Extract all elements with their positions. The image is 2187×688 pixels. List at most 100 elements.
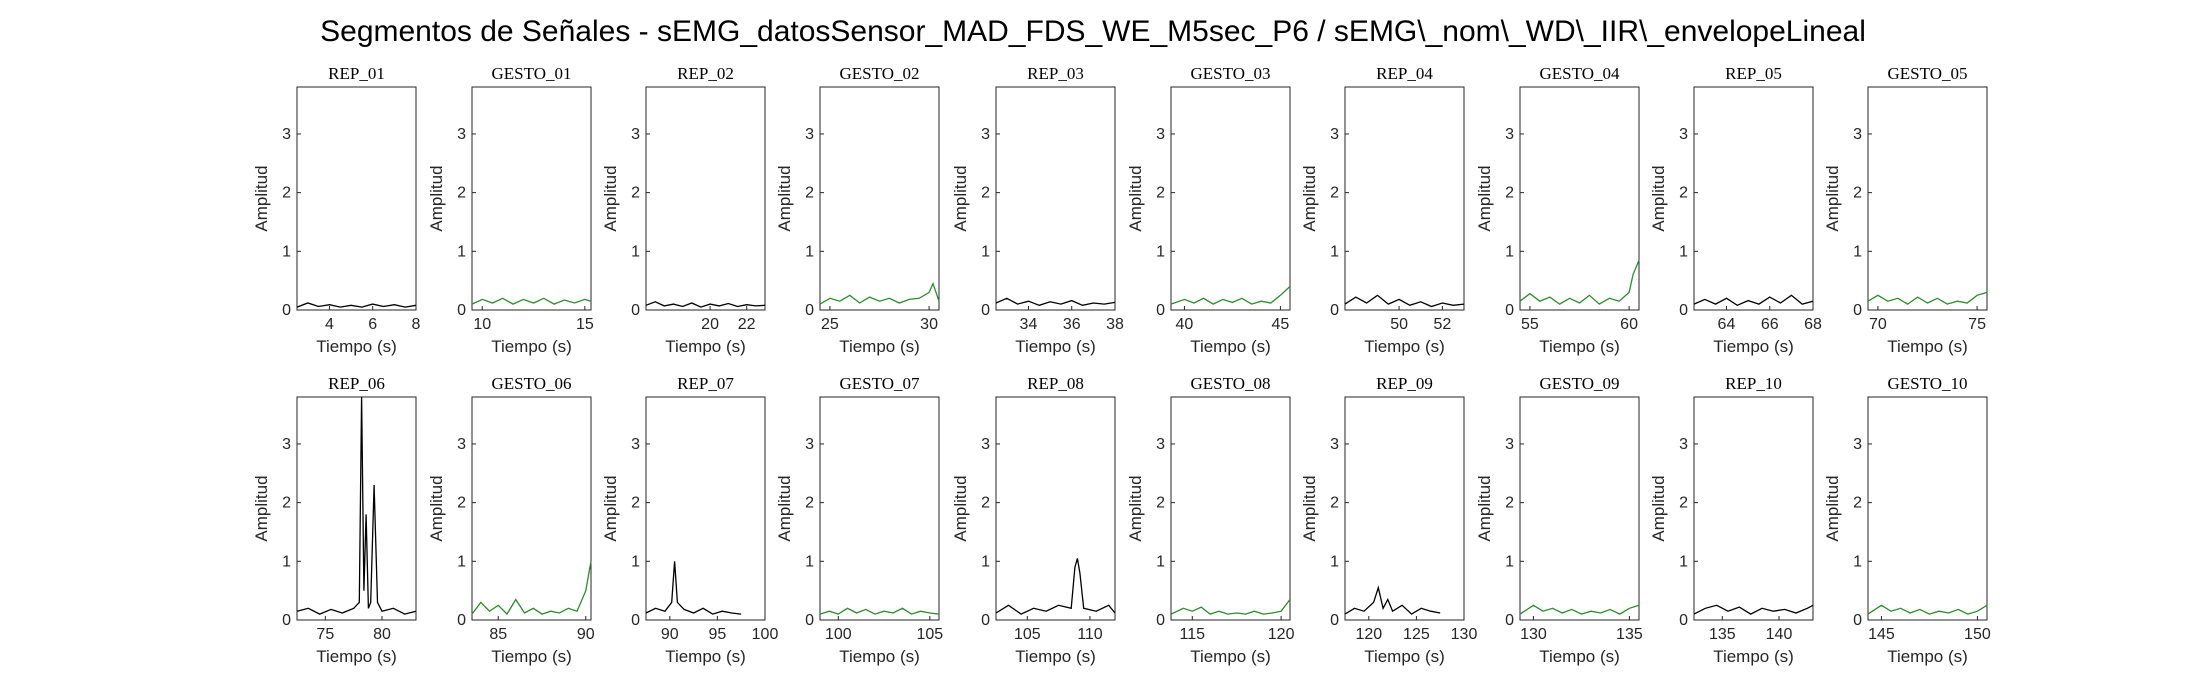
panel-title: GESTO_06	[492, 374, 572, 393]
series-line	[1170, 286, 1291, 305]
x-tick-label: 10	[473, 316, 491, 333]
x-tick-label: 145	[1868, 626, 1895, 643]
y-tick-label: 1	[282, 243, 291, 260]
y-tick-label: 1	[1505, 243, 1514, 260]
series-line	[471, 561, 592, 616]
y-axis-label: Amplitud	[427, 165, 446, 231]
panel-title: GESTO_04	[1540, 64, 1620, 83]
y-tick-label: 1	[1679, 553, 1688, 570]
y-tick-label: 1	[631, 243, 640, 260]
y-tick-label: 3	[805, 126, 814, 143]
y-tick-label: 3	[1679, 436, 1688, 453]
x-tick-label: 135	[1709, 626, 1736, 643]
x-tick-label: 36	[1063, 316, 1081, 333]
plot-area	[819, 86, 940, 311]
x-axis-label: Tiempo (s)	[1015, 647, 1096, 666]
panel-title: REP_03	[1027, 64, 1084, 83]
x-tick-label: 120	[1355, 626, 1382, 643]
y-axis-label: Amplitud	[1126, 165, 1145, 231]
x-tick-label: 8	[412, 316, 421, 333]
series-line	[1519, 604, 1640, 615]
plot-area	[296, 396, 417, 621]
x-tick-label: 115	[1180, 626, 1206, 643]
y-tick-label: 3	[1853, 436, 1862, 453]
x-tick-label: 90	[577, 626, 595, 643]
y-tick-label: 2	[981, 185, 990, 202]
x-tick-label: 75	[316, 626, 334, 643]
y-tick-label: 2	[1679, 185, 1688, 202]
x-axis-label: Tiempo (s)	[1713, 647, 1794, 666]
x-tick-label: 75	[1968, 316, 1986, 333]
y-axis-label: Amplitud	[601, 475, 620, 541]
y-tick-label: 1	[1330, 243, 1339, 260]
x-tick-label: 38	[1106, 316, 1124, 333]
y-tick-label: 3	[1156, 436, 1165, 453]
x-tick-label: 125	[1403, 626, 1430, 643]
plot-area	[1867, 86, 1988, 311]
x-axis-label: Tiempo (s)	[316, 337, 397, 356]
y-tick-label: 1	[981, 243, 990, 260]
x-tick-label: 66	[1761, 316, 1779, 333]
chart-panel: 40 45 0 1 2 3 GESTO_03 Tiempo (s) Amplitud	[1126, 64, 1291, 356]
plot-area	[1344, 396, 1465, 621]
series-line	[1519, 259, 1640, 305]
y-axis-label: Amplitud	[1300, 475, 1319, 541]
y-tick-label: 1	[457, 243, 466, 260]
y-tick-label: 1	[457, 553, 466, 570]
panel-title: GESTO_10	[1888, 374, 1968, 393]
y-axis-label: Amplitud	[775, 165, 794, 231]
series-line	[995, 297, 1116, 306]
panel-title: REP_09	[1376, 374, 1433, 393]
y-tick-label: 3	[981, 126, 990, 143]
x-axis-label: Tiempo (s)	[1190, 337, 1271, 356]
y-tick-label: 0	[1330, 612, 1339, 629]
y-tick-label: 0	[457, 302, 466, 319]
plot-area	[1693, 396, 1814, 621]
y-tick-label: 1	[1156, 243, 1165, 260]
x-axis-label: Tiempo (s)	[1539, 337, 1620, 356]
plot-area	[1519, 86, 1640, 311]
x-tick-label: 95	[709, 626, 727, 643]
chart-panel: 145 150 0 1 2 3 GESTO_10 Tiempo (s) Amplitud	[1823, 374, 1991, 666]
panel-title: REP_02	[677, 64, 734, 83]
y-tick-label: 0	[282, 612, 291, 629]
x-axis-label: Tiempo (s)	[491, 337, 572, 356]
y-tick-label: 2	[631, 495, 640, 512]
x-tick-label: 100	[752, 626, 779, 643]
y-axis-label: Amplitud	[951, 165, 970, 231]
chart-panel: 75 80 0 1 2 3 REP_06 Tiempo (s) Amplitud	[252, 374, 417, 666]
x-tick-label: 52	[1433, 316, 1451, 333]
plot-area	[1170, 86, 1291, 311]
plot-area	[471, 86, 592, 311]
y-tick-label: 1	[1679, 243, 1688, 260]
x-tick-label: 105	[916, 626, 943, 643]
figure-title: Segmentos de Señales - sEMG_datosSensor_…	[320, 15, 1866, 48]
x-tick-label: 15	[576, 316, 594, 333]
panel-title: REP_01	[328, 64, 385, 83]
y-tick-label: 0	[805, 302, 814, 319]
y-tick-label: 1	[1330, 553, 1339, 570]
y-tick-label: 2	[1330, 185, 1339, 202]
y-tick-label: 2	[457, 495, 466, 512]
y-axis-label: Amplitud	[1649, 475, 1668, 541]
x-axis-label: Tiempo (s)	[1887, 647, 1968, 666]
y-tick-label: 0	[1330, 302, 1339, 319]
chart-panel: 90 95 100 0 1 2 3 REP_07 Tiempo (s) Amplitud	[601, 374, 778, 666]
plot-area	[995, 396, 1116, 621]
y-tick-label: 2	[805, 185, 814, 202]
chart-panel: 64 66 68 0 1 2 3 REP_05 Tiempo (s) Amplitud	[1649, 64, 1822, 356]
y-tick-label: 2	[631, 185, 640, 202]
y-tick-label: 0	[981, 612, 990, 629]
plot-area	[1867, 396, 1988, 621]
chart-panel: 120 125 130 0 1 2 3 REP_09 Tiempo (s) Amplitud	[1300, 374, 1477, 666]
y-axis-label: Amplitud	[427, 475, 446, 541]
y-tick-label: 1	[1853, 553, 1862, 570]
y-tick-label: 3	[1330, 126, 1339, 143]
chart-panel: 34 36 38 0 1 2 3 REP_03 Tiempo (s) Amplitud	[951, 64, 1124, 356]
series-line	[1344, 294, 1465, 308]
panel-title: GESTO_03	[1191, 64, 1271, 83]
y-tick-label: 3	[1330, 436, 1339, 453]
y-tick-label: 1	[282, 553, 291, 570]
x-axis-label: Tiempo (s)	[1364, 337, 1445, 356]
